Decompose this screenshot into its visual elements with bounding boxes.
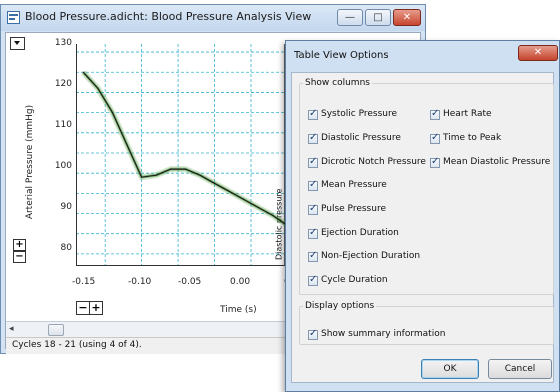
ok-button[interactable]: OK (421, 359, 479, 379)
display-options-label: Display options (305, 301, 375, 311)
x-tick-neg015: -0.15 (72, 277, 96, 287)
data-point (213, 182, 216, 184)
data-point (283, 223, 286, 225)
display-options-group: Display options Show summary information (299, 301, 554, 345)
close-icon: ✕ (402, 12, 412, 23)
data-point (141, 176, 143, 178)
maximize-button[interactable]: □ (365, 9, 391, 26)
checkbox-checked-icon[interactable] (308, 250, 318, 262)
y-tick-100: 100 (54, 161, 72, 171)
checkbox-label: Cycle Duration (321, 275, 388, 285)
checkbox-checked-icon[interactable] (430, 132, 440, 144)
dialog-close-button[interactable]: ✕ (518, 45, 558, 61)
table-view-options-dialog: Table View Options ✕ Show columns Systol… (285, 40, 560, 392)
y-tick-80: 80 (60, 243, 72, 253)
y-tick-110: 110 (54, 120, 72, 130)
minimize-button[interactable]: — (337, 9, 363, 26)
data-point (111, 112, 114, 114)
cancel-button[interactable]: Cancel (488, 359, 552, 379)
data-point (257, 206, 259, 209)
status-text: Cycles 18 - 21 (using 4 of 4). (12, 340, 142, 350)
x-tick-000: 0.00 (230, 277, 251, 287)
dialog-title: Table View Options (294, 50, 389, 61)
checkbox-checked-icon[interactable] (308, 108, 318, 120)
minimize-icon: — (345, 12, 355, 23)
checkbox-checked-icon[interactable] (308, 274, 318, 286)
checkbox-checked-icon[interactable] (308, 328, 318, 340)
data-point (228, 190, 230, 192)
maximize-icon: □ (373, 12, 383, 23)
scroll-thumb[interactable] (48, 324, 64, 336)
dialog-body: Show columns Systolic Pressure Diastolic… (291, 72, 554, 383)
checkbox-label: Systolic Pressure (321, 109, 398, 119)
checkbox-checked-icon[interactable] (308, 156, 318, 168)
data-point (199, 174, 201, 176)
data-point (243, 198, 245, 200)
close-button[interactable]: ✕ (393, 9, 421, 26)
checkbox-checked-icon[interactable] (308, 203, 318, 215)
x-axis-label: Time (s) (220, 305, 257, 315)
checkbox-checked-icon[interactable] (430, 156, 440, 168)
checkbox-checked-icon[interactable] (430, 108, 440, 120)
chart-menu-dropdown[interactable] (10, 37, 25, 50)
checkbox-label: Mean Pressure (321, 180, 387, 190)
checkbox-checked-icon[interactable] (308, 227, 318, 239)
y-tick-90: 90 (60, 202, 72, 212)
app-icon (7, 11, 20, 24)
show-columns-label: Show columns (305, 78, 370, 88)
show-columns-group: Show columns Systolic Pressure Diastolic… (299, 78, 554, 295)
data-point (184, 168, 186, 170)
data-point (155, 174, 157, 176)
data-point (272, 214, 274, 217)
y-tick-130: 130 (54, 38, 72, 48)
x-zoom-out-button[interactable]: − (76, 301, 90, 315)
x-zoom-in-button[interactable]: + (89, 301, 103, 315)
checkbox-label: Ejection Duration (321, 228, 399, 238)
checkbox-label: Mean Diastolic Pressure (443, 157, 551, 167)
y-axis-label: Arterial Pressure (mmHg) (25, 104, 35, 220)
y-zoom-out-button[interactable]: − (13, 251, 26, 263)
checkbox-label: Dicrotic Notch Pressure (321, 157, 426, 167)
data-point (97, 87, 99, 89)
checkbox-checked-icon[interactable] (308, 132, 318, 144)
checkbox-label: Pulse Pressure (321, 204, 386, 214)
x-tick-neg005: -0.05 (178, 277, 202, 287)
diastolic-marker-label: Diastolic pressure (275, 188, 284, 260)
checkbox-label: Non-Ejection Duration (321, 251, 421, 261)
checkbox-label: Time to Peak (443, 133, 502, 143)
window-title: Blood Pressure.adicht: Blood Pressure An… (25, 10, 312, 23)
title-bar[interactable]: Blood Pressure.adicht: Blood Pressure An… (1, 5, 425, 31)
data-point (170, 168, 172, 170)
data-point (82, 71, 84, 73)
checkbox-label: Heart Rate (443, 109, 492, 119)
checkbox-checked-icon[interactable] (308, 179, 318, 191)
y-tick-120: 120 (54, 79, 72, 89)
scroll-left-icon[interactable]: ◂ (9, 324, 14, 334)
checkbox-label: Diastolic Pressure (321, 133, 401, 143)
data-point (126, 144, 128, 146)
y-zoom-in-button[interactable]: + (13, 239, 26, 251)
checkbox-label: Show summary information (321, 329, 446, 339)
x-tick-neg010: -0.10 (128, 277, 152, 287)
